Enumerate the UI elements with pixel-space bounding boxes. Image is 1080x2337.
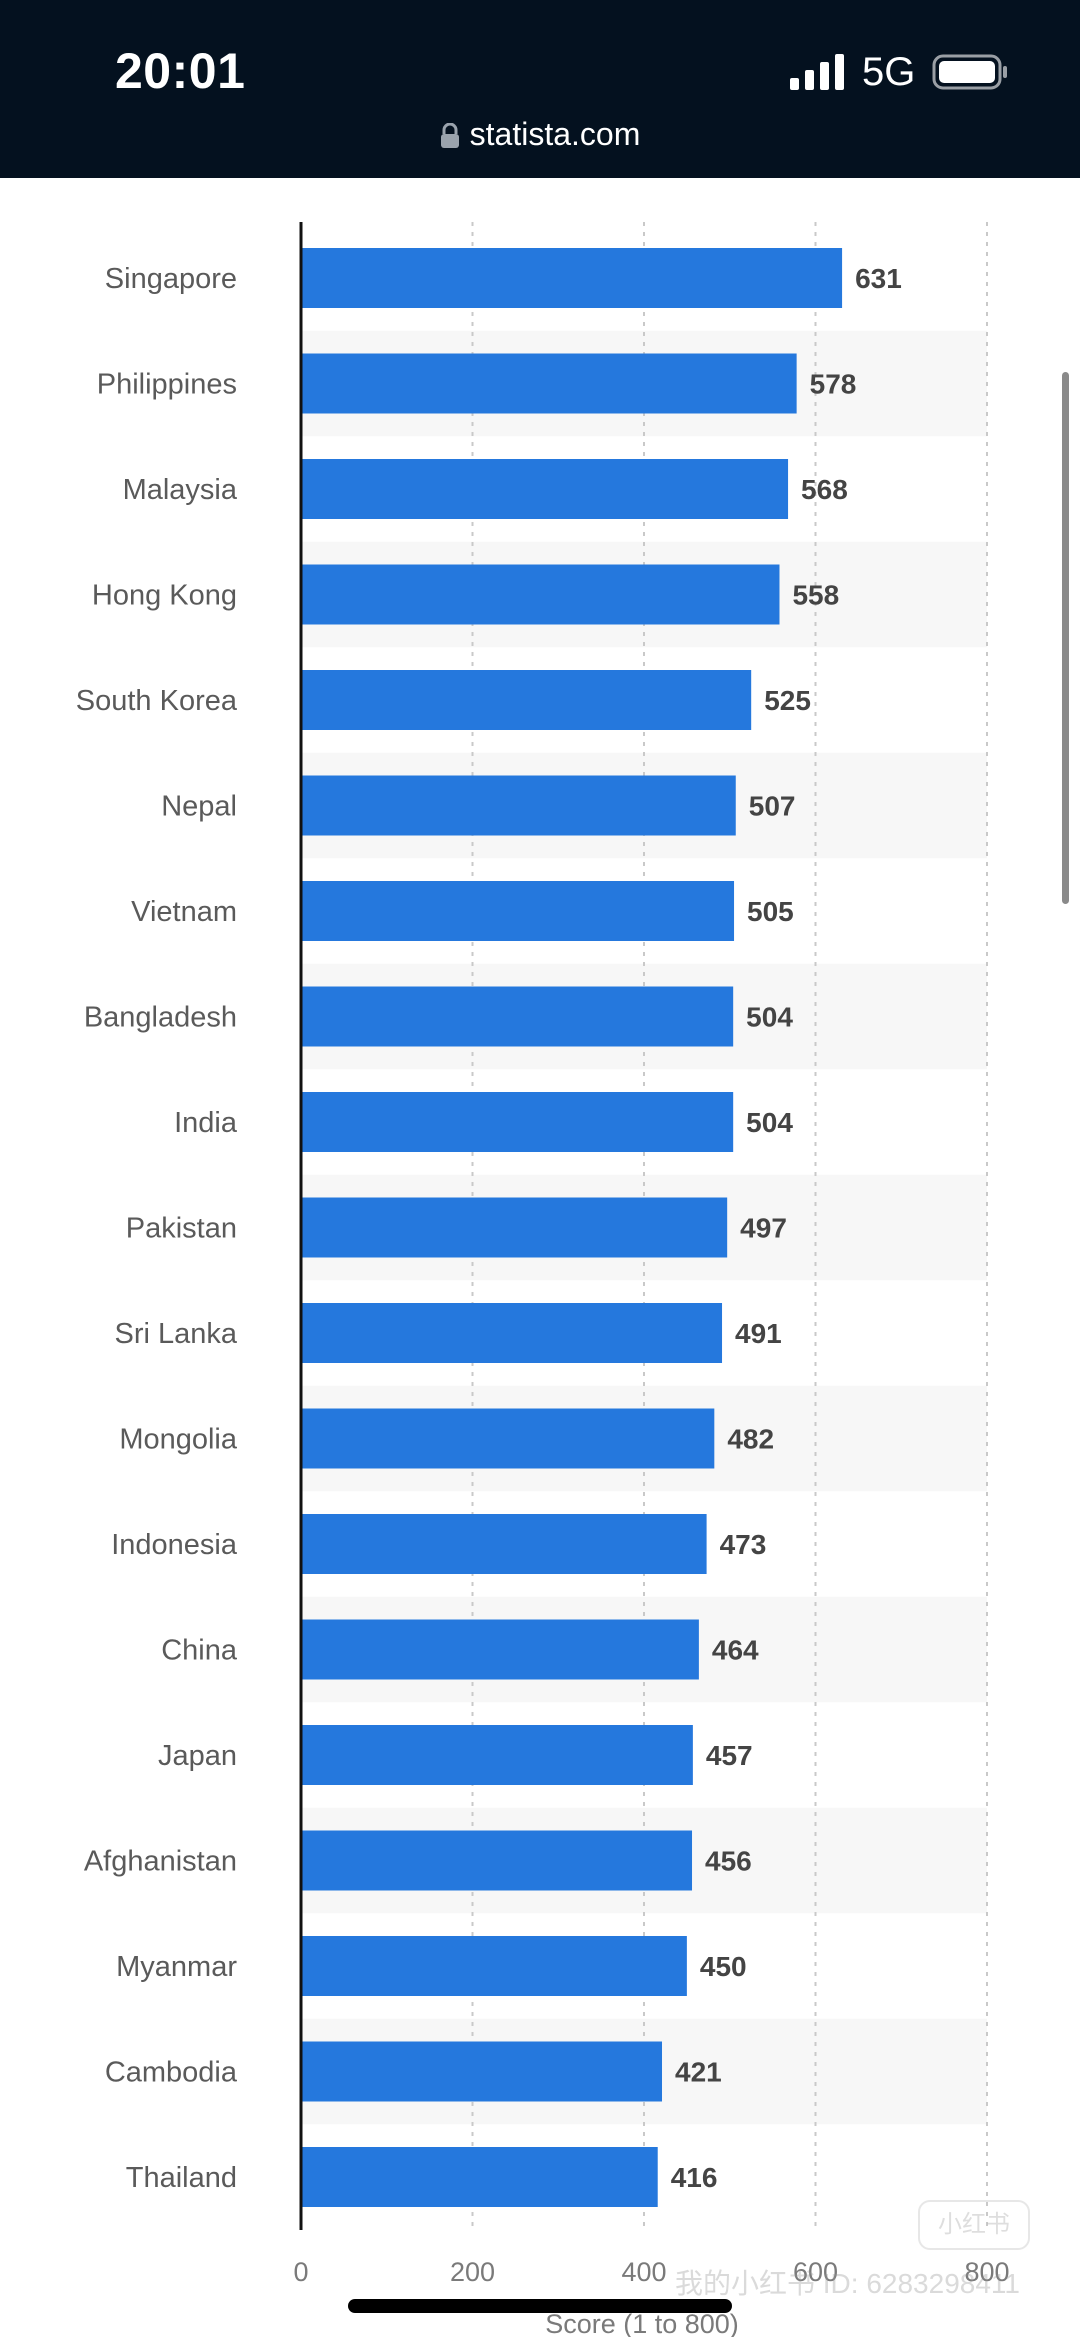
url-text: statista.com bbox=[469, 116, 641, 152]
battery-icon bbox=[932, 54, 1007, 90]
value-label: 421 bbox=[675, 2057, 722, 2088]
category-label: Nepal bbox=[161, 791, 237, 823]
category-label: Afghanistan bbox=[84, 1846, 237, 1878]
category-label: Mongolia bbox=[119, 1424, 238, 1456]
category-label: Vietnam bbox=[131, 896, 237, 928]
bar[interactable] bbox=[301, 1725, 693, 1785]
value-label: 482 bbox=[727, 1424, 774, 1455]
scrollbar[interactable] bbox=[1062, 372, 1069, 904]
category-label: Japan bbox=[158, 1740, 237, 1772]
bars bbox=[301, 248, 843, 2207]
value-label: 631 bbox=[855, 263, 902, 294]
bar[interactable] bbox=[301, 353, 797, 414]
category-label: Pakistan bbox=[126, 1213, 237, 1245]
bar[interactable] bbox=[301, 1408, 715, 1469]
category-label: Indonesia bbox=[111, 1529, 238, 1561]
bar[interactable] bbox=[301, 670, 752, 730]
bar[interactable] bbox=[301, 1936, 687, 1996]
value-label: 558 bbox=[792, 580, 839, 611]
lock-icon bbox=[440, 123, 459, 148]
bar[interactable] bbox=[301, 2041, 663, 2102]
bar[interactable] bbox=[301, 2147, 658, 2207]
value-label: 578 bbox=[810, 369, 857, 400]
status-bar: 20:01 5G statista.com bbox=[0, 0, 1080, 178]
category-label: Malaysia bbox=[123, 474, 238, 506]
category-label: Singapore bbox=[105, 263, 237, 295]
value-label: 473 bbox=[720, 1529, 767, 1560]
value-label: 568 bbox=[801, 474, 848, 505]
bar[interactable] bbox=[301, 1830, 693, 1891]
value-label: 507 bbox=[749, 791, 796, 822]
bar[interactable] bbox=[301, 1619, 699, 1680]
category-label: Thailand bbox=[126, 2162, 237, 2194]
bar[interactable] bbox=[301, 564, 780, 625]
value-label: 504 bbox=[746, 1002, 793, 1033]
value-label: 504 bbox=[746, 1107, 793, 1138]
value-labels: 631 578 568 558 525 507 505 504 504 497 491 482 473 4… bbox=[671, 263, 902, 2193]
watermark-text: 我的小红书 ID: 6283298411 bbox=[675, 2268, 1020, 2299]
value-label: 456 bbox=[705, 1846, 752, 1877]
home-indicator[interactable] bbox=[348, 2299, 732, 2313]
network-type: 5G bbox=[862, 50, 916, 94]
category-label: Hong Kong bbox=[92, 580, 237, 612]
bar[interactable] bbox=[301, 881, 735, 941]
bar[interactable] bbox=[301, 1092, 734, 1152]
x-tick-label: 200 bbox=[450, 2257, 495, 2287]
bar[interactable] bbox=[301, 248, 843, 308]
bar-chart: Singapore Philippines Malaysia Hong Kong Sou… bbox=[76, 222, 1010, 2337]
value-label: 525 bbox=[764, 685, 811, 716]
bar[interactable] bbox=[301, 986, 734, 1047]
category-label: Bangladesh bbox=[84, 1002, 237, 1034]
value-label: 416 bbox=[671, 2162, 718, 2193]
x-tick-label: 0 bbox=[293, 2257, 308, 2287]
bar[interactable] bbox=[301, 1303, 723, 1363]
category-label: Philippines bbox=[97, 369, 237, 401]
x-tick-labels: 0 200 400 600 800 bbox=[293, 2257, 1009, 2287]
bar[interactable] bbox=[301, 1197, 728, 1258]
status-time: 20:01 bbox=[115, 43, 246, 99]
bar[interactable] bbox=[301, 775, 736, 836]
category-label: Sri Lanka bbox=[114, 1318, 237, 1350]
value-label: 450 bbox=[700, 1951, 747, 1982]
value-label: 491 bbox=[735, 1318, 782, 1349]
bar[interactable] bbox=[301, 1514, 707, 1574]
category-label: India bbox=[174, 1107, 238, 1139]
bar[interactable] bbox=[301, 459, 789, 519]
category-label: South Korea bbox=[76, 685, 238, 717]
x-tick-label: 800 bbox=[964, 2257, 1009, 2287]
value-label: 505 bbox=[747, 896, 794, 927]
category-label: China bbox=[161, 1635, 238, 1667]
value-label: 464 bbox=[712, 1635, 759, 1666]
value-label: 497 bbox=[740, 1213, 787, 1244]
signal-icon bbox=[790, 54, 844, 90]
x-tick-label: 400 bbox=[621, 2257, 666, 2287]
category-label: Cambodia bbox=[105, 2057, 238, 2089]
x-axis-title: Score (1 to 800) bbox=[545, 2309, 739, 2337]
address-bar[interactable]: statista.com bbox=[0, 116, 1080, 153]
category-labels: Singapore Philippines Malaysia Hong Kong Sou… bbox=[76, 263, 238, 2194]
value-label: 457 bbox=[706, 1740, 753, 1771]
category-label: Myanmar bbox=[116, 1951, 237, 1983]
watermark-logo: 小红书 bbox=[918, 2200, 1030, 2250]
x-tick-label: 600 bbox=[793, 2257, 838, 2287]
